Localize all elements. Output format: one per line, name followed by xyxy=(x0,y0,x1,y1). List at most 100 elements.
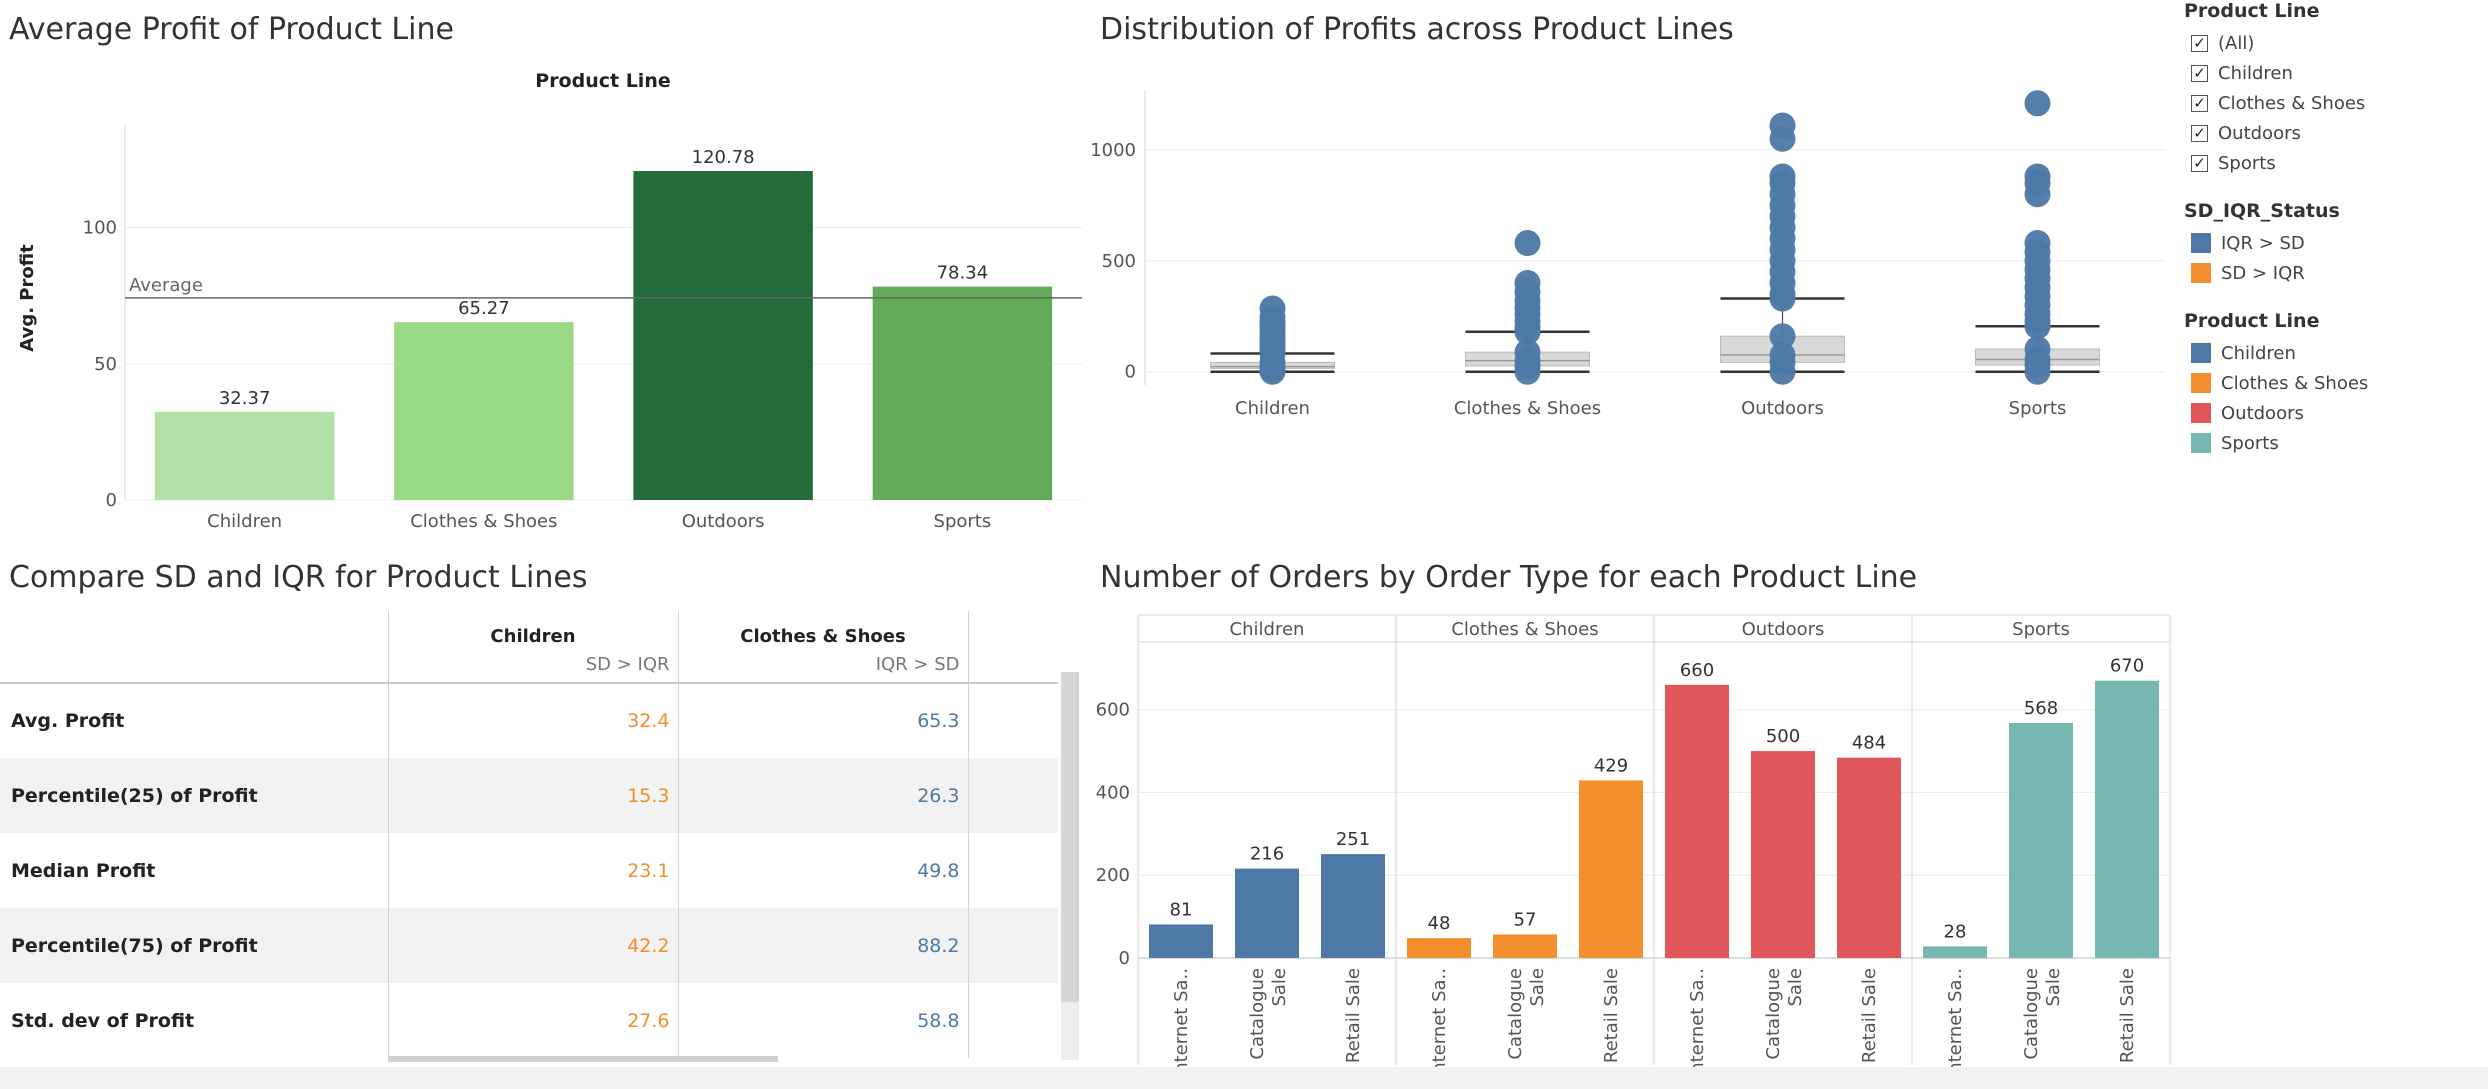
legend-swatch xyxy=(2191,373,2211,393)
profit-distribution-chart: 0 500 1000 Children Clothes & Shoes Outdoors S… xyxy=(1090,90,2165,419)
bottom-status-bar xyxy=(0,1067,2488,1089)
data-label: 251 xyxy=(1336,829,1370,850)
bar xyxy=(1407,938,1471,958)
x-tick-label: Sale xyxy=(1269,968,1290,1007)
x-tick-label: Sale xyxy=(1527,968,1548,1007)
column-header: Clothes & Shoes xyxy=(677,611,968,647)
checkbox[interactable]: ✓ xyxy=(2191,64,2208,82)
row-label: Percentile(75) of Profit xyxy=(11,934,258,957)
compare-title: Compare SD and IQR for Product Lines xyxy=(9,560,588,595)
filter-item-label: Children xyxy=(2218,62,2293,84)
color-legend-label: Children xyxy=(2221,342,2296,364)
blank-cell xyxy=(967,983,1058,1058)
panel-header: Clothes & Shoes xyxy=(1451,619,1598,640)
x-tick-label: Catalogue xyxy=(1505,968,1526,1060)
status-legend-item: SD > IQR xyxy=(2183,258,2473,288)
data-point xyxy=(1514,339,1541,366)
x-tick-label: Sale xyxy=(1785,968,1806,1007)
blank-cell xyxy=(967,758,1058,833)
x-tick-label: Retail Sale xyxy=(1601,968,1622,1063)
data-point xyxy=(2024,163,2051,190)
filter-item[interactable]: ✓ Sports xyxy=(2183,148,2473,178)
row-label: Std. dev of Profit xyxy=(11,1009,195,1032)
filter-item[interactable]: ✓ Children xyxy=(2183,58,2473,88)
x-tick-label: Children xyxy=(207,511,282,532)
table-cell: 88.2 xyxy=(677,908,968,983)
scrollbar-thumb[interactable] xyxy=(1061,672,1079,1002)
checkbox[interactable]: ✓ xyxy=(2191,124,2208,142)
panel-header: Outdoors xyxy=(1742,619,1825,640)
x-tick-label: nternet Sa.. xyxy=(1945,968,1966,1070)
x-tick-label: Outdoors xyxy=(1741,398,1824,419)
bar xyxy=(1493,934,1557,958)
checkbox[interactable]: ✓ xyxy=(2191,94,2208,112)
data-point xyxy=(2024,90,2051,117)
data-label: 670 xyxy=(2110,656,2144,677)
x-tick-label: Retail Sale xyxy=(1343,968,1364,1063)
color-legend-item: Outdoors xyxy=(2183,398,2473,428)
status-legend-label: IQR > SD xyxy=(2221,232,2305,254)
table-cell: 23.1 xyxy=(387,833,678,908)
table-row: Children Clothes & Shoes xyxy=(0,611,1058,647)
bar xyxy=(2095,680,2159,958)
x-tick-label: Clothes & Shoes xyxy=(410,511,557,532)
y-axis-label: Avg. Profit xyxy=(17,244,38,352)
x-tick-label: nternet Sa.. xyxy=(1429,968,1450,1070)
data-point xyxy=(2024,230,2051,257)
avg-profit-chart: Product Line Avg. Profit 0 50 100 32.37 Childr… xyxy=(17,70,1082,532)
legend-panel: Product Line ✓ (All) ✓ Children ✓ Clothes & S… xyxy=(2183,0,2473,458)
table-row: Std. dev of Profit 27.6 58.8 xyxy=(0,983,1058,1058)
column-status: SD > IQR xyxy=(387,647,678,684)
bar xyxy=(1579,780,1643,958)
panel-header: Sports xyxy=(2012,619,2070,640)
filter-item[interactable]: ✓ Outdoors xyxy=(2183,118,2473,148)
checkbox[interactable]: ✓ xyxy=(2191,34,2208,52)
orders-title: Number of Orders by Order Type for each … xyxy=(1100,560,1918,595)
status-legend-label: SD > IQR xyxy=(2221,262,2305,284)
data-label: 216 xyxy=(1250,844,1284,865)
color-legend-title: Product Line xyxy=(2184,310,2320,332)
blank-cell xyxy=(967,908,1058,983)
data-point xyxy=(1769,112,1796,139)
data-point xyxy=(1769,323,1796,350)
filter-title: Product Line xyxy=(2184,0,2320,22)
filter-item-label: Clothes & Shoes xyxy=(2218,92,2366,114)
avg-profit-title: Average Profit of Product Line xyxy=(9,12,454,47)
x-tick-label: Children xyxy=(1235,398,1310,419)
bar xyxy=(1235,868,1299,958)
data-label: 32.37 xyxy=(219,388,271,409)
table-vertical-scrollbar[interactable] xyxy=(1061,672,1079,1060)
table-cell: 65.3 xyxy=(677,683,968,758)
panel-header: Children xyxy=(1230,619,1305,640)
data-label: 48 xyxy=(1428,913,1451,934)
data-label: 500 xyxy=(1766,726,1800,747)
table-row: SD > IQR IQR > SD xyxy=(0,647,1058,684)
orders-chart: 0 200 400 600 Children 81 nternet Sa.. 216 Catal… xyxy=(1096,614,2171,1070)
x-tick-label: Catalogue xyxy=(1247,968,1268,1060)
blank-cell xyxy=(967,833,1058,908)
filter-item-label: Outdoors xyxy=(2218,122,2301,144)
checkbox[interactable]: ✓ xyxy=(2191,154,2208,172)
row-label: Avg. Profit xyxy=(11,710,125,732)
y-tick-label: 0 xyxy=(1125,362,1136,383)
blank-cell xyxy=(967,611,1058,647)
data-point xyxy=(1514,230,1541,257)
bar xyxy=(1321,854,1385,958)
legend-swatch xyxy=(2191,263,2211,283)
table-horizontal-scrollbar[interactable] xyxy=(388,1056,778,1062)
bar xyxy=(1149,924,1213,958)
data-label: 78.34 xyxy=(937,263,989,284)
x-tick-label: Retail Sale xyxy=(1859,968,1880,1063)
table-row: Median Profit 23.1 49.8 xyxy=(0,833,1058,908)
blank-cell xyxy=(967,683,1058,758)
chart-header: Product Line xyxy=(535,70,670,92)
reference-line-label: Average xyxy=(129,275,203,296)
filter-item[interactable]: ✓ Clothes & Shoes xyxy=(2183,88,2473,118)
bar xyxy=(1665,684,1729,958)
bar xyxy=(1923,946,1987,958)
x-tick-label: Sports xyxy=(2009,398,2067,419)
x-tick-label: Sale xyxy=(2043,968,2064,1007)
table-row: Percentile(75) of Profit 42.2 88.2 xyxy=(0,908,1058,983)
filter-item[interactable]: ✓ (All) xyxy=(2183,28,2473,58)
table-cell: 15.3 xyxy=(387,758,678,833)
